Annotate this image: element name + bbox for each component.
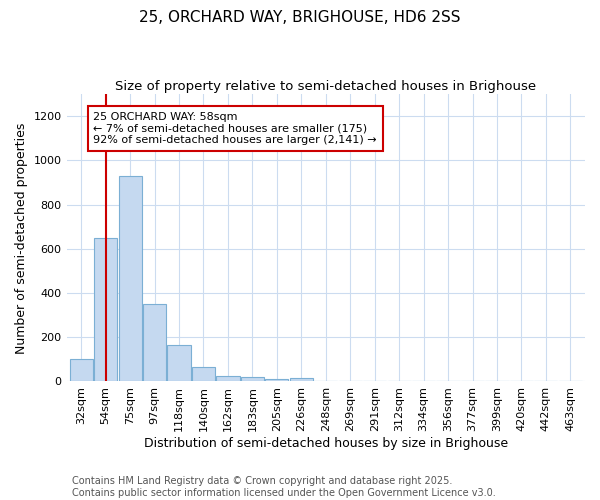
Y-axis label: Number of semi-detached properties: Number of semi-detached properties xyxy=(15,122,28,354)
Bar xyxy=(119,176,142,382)
Bar xyxy=(167,345,191,382)
Bar xyxy=(143,304,166,382)
Text: 25, ORCHARD WAY, BRIGHOUSE, HD6 2SS: 25, ORCHARD WAY, BRIGHOUSE, HD6 2SS xyxy=(139,10,461,25)
Bar xyxy=(217,376,239,382)
Text: Contains HM Land Registry data © Crown copyright and database right 2025.
Contai: Contains HM Land Registry data © Crown c… xyxy=(72,476,496,498)
Bar xyxy=(290,378,313,382)
Text: 25 ORCHARD WAY: 58sqm
← 7% of semi-detached houses are smaller (175)
92% of semi: 25 ORCHARD WAY: 58sqm ← 7% of semi-detac… xyxy=(94,112,377,145)
Bar xyxy=(70,360,93,382)
X-axis label: Distribution of semi-detached houses by size in Brighouse: Distribution of semi-detached houses by … xyxy=(144,437,508,450)
Bar xyxy=(265,379,289,382)
Bar xyxy=(192,367,215,382)
Bar xyxy=(94,238,117,382)
Bar xyxy=(241,378,264,382)
Title: Size of property relative to semi-detached houses in Brighouse: Size of property relative to semi-detach… xyxy=(115,80,536,93)
